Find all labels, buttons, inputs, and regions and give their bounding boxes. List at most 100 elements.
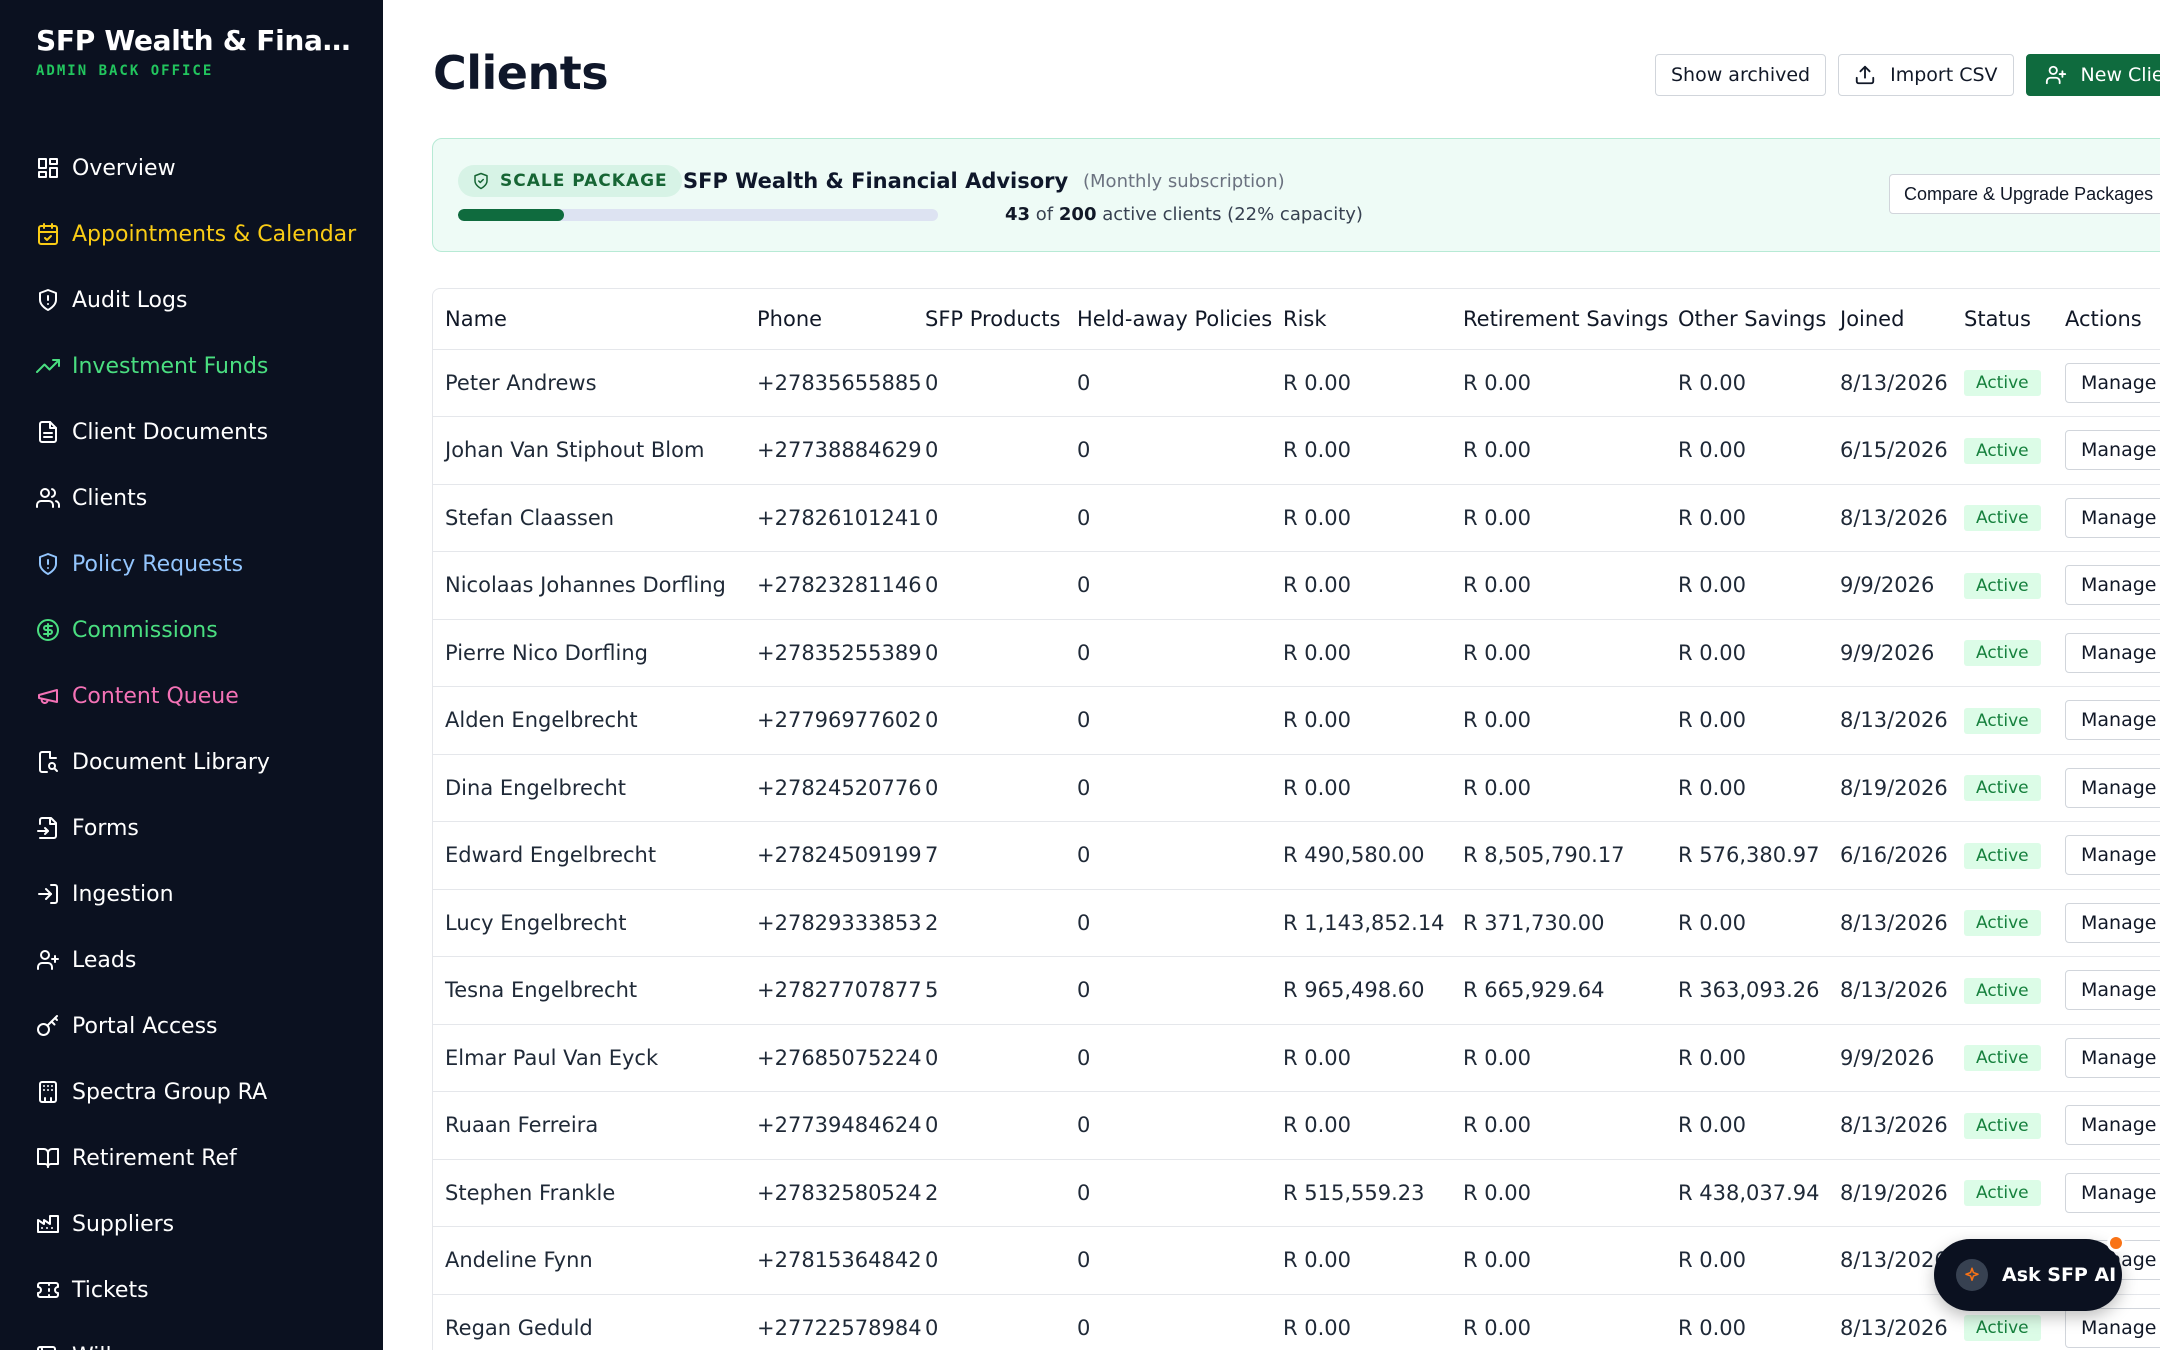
cell-name: Pierre Nico Dorfling <box>433 619 745 687</box>
sidebar-item-retirement-ref[interactable]: Retirement Ref <box>0 1125 383 1191</box>
sidebar-item-client-documents[interactable]: Client Documents <box>0 399 383 465</box>
ask-ai-label: Ask SFP AI <box>2002 1264 2117 1286</box>
shield-check-icon <box>474 172 488 190</box>
cell-retirement: R 0.00 <box>1451 1024 1666 1092</box>
sidebar-item-overview[interactable]: Overview <box>0 135 383 201</box>
capacity-suffix: active clients (22% capacity) <box>1102 204 1363 225</box>
cell-joined: 8/13/2026 <box>1828 484 1952 552</box>
package-badge-label: SCALE PACKAGE <box>500 171 668 191</box>
sidebar-item-commissions[interactable]: Commissions <box>0 597 383 663</box>
sidebar-item-label: Spectra Group RA <box>72 1079 268 1105</box>
manage-button[interactable]: Manage <box>2065 362 2160 403</box>
brand: SFP Wealth & Financi... ADMIN BACK OFFIC… <box>0 0 383 79</box>
log-in-icon <box>36 882 60 906</box>
manage-button[interactable]: Manage <box>2065 430 2160 471</box>
manage-button[interactable]: Manage <box>2065 767 2160 808</box>
cell-name: Elmar Paul Van Eyck <box>433 1024 745 1092</box>
cell-products: 7 <box>913 821 1065 890</box>
sidebar-item-audit-logs[interactable]: Audit Logs <box>0 267 383 333</box>
cell-actions: Manage <box>2053 619 2160 687</box>
import-csv-button[interactable]: Import CSV <box>1838 54 2014 96</box>
cell-phone: +27827707877 <box>745 956 922 1025</box>
manage-button[interactable]: Manage <box>2065 835 2160 876</box>
cell-heldaway: 0 <box>1065 956 1271 1025</box>
manage-button[interactable]: Manage <box>2065 632 2160 673</box>
status-badge: Active <box>1964 640 2041 667</box>
cell-status: Active <box>1952 619 2053 687</box>
cell-phone: +27826101241 <box>745 484 922 552</box>
sidebar-item-portal-access[interactable]: Portal Access <box>0 993 383 1059</box>
cell-retirement: R 0.00 <box>1451 619 1666 687</box>
status-badge: Active <box>1964 1112 2041 1139</box>
cell-name: Dina Engelbrecht <box>433 754 745 822</box>
cell-products: 0 <box>913 416 1065 485</box>
show-archived-button[interactable]: Show archived <box>1655 54 1827 96</box>
sidebar-item-clients[interactable]: Clients <box>0 465 383 531</box>
sidebar-item-tickets[interactable]: Tickets <box>0 1257 383 1323</box>
shield-alert-icon <box>36 288 60 312</box>
cell-phone: +27796977602 <box>745 686 922 755</box>
manage-button[interactable]: Manage <box>2065 700 2160 741</box>
sidebar-item-policy-requests[interactable]: Policy Requests <box>0 531 383 597</box>
page-title: Clients <box>433 46 609 100</box>
new-client-button[interactable]: New Client <box>2025 54 2160 96</box>
cell-retirement: R 0.00 <box>1451 349 1666 417</box>
sidebar-item-appointments-calendar[interactable]: Appointments & Calendar <box>0 201 383 267</box>
cell-joined: 8/13/2026 <box>1828 1091 1952 1160</box>
cell-retirement: R 0.00 <box>1451 754 1666 822</box>
sidebar-item-label: Leads <box>72 947 137 973</box>
column-header: Name <box>433 289 745 350</box>
cell-joined: 9/9/2026 <box>1828 619 1952 687</box>
sidebar-item-leads[interactable]: Leads <box>0 927 383 993</box>
cell-retirement: R 0.00 <box>1451 1159 1666 1227</box>
cell-heldaway: 0 <box>1065 619 1271 687</box>
sidebar-item-label: Commissions <box>72 617 218 643</box>
sidebar-item-suppliers[interactable]: Suppliers <box>0 1191 383 1257</box>
manage-button[interactable]: Manage <box>2065 970 2160 1011</box>
cell-heldaway: 0 <box>1065 821 1271 890</box>
cell-heldaway: 0 <box>1065 1226 1271 1295</box>
sidebar-item-forms[interactable]: Forms <box>0 795 383 861</box>
sidebar-item-label: Clients <box>72 485 148 511</box>
sidebar-item-label: Retirement Ref <box>72 1145 237 1171</box>
capacity-progress-bar <box>458 209 938 221</box>
sidebar-item-wills[interactable]: Wills <box>0 1323 383 1350</box>
cell-other: R 0.00 <box>1666 1294 1828 1350</box>
sidebar-item-content-queue[interactable]: Content Queue <box>0 663 383 729</box>
shield-icon <box>36 552 60 576</box>
cell-heldaway: 0 <box>1065 349 1271 417</box>
manage-button[interactable]: Manage <box>2065 1037 2160 1078</box>
manage-button[interactable]: Manage <box>2065 497 2160 538</box>
compare-upgrade-button[interactable]: Compare & Upgrade Packages <box>1889 174 2160 214</box>
cell-joined: 8/13/2026 <box>1828 956 1952 1025</box>
cell-risk: R 0.00 <box>1271 754 1451 822</box>
manage-button[interactable]: Manage <box>2065 565 2160 606</box>
sidebar-item-document-library[interactable]: Document Library <box>0 729 383 795</box>
manage-button[interactable]: Manage <box>2065 1172 2160 1213</box>
cell-other: R 438,037.94 <box>1666 1159 1828 1227</box>
package-banner: SCALE PACKAGE SFP Wealth & Financial Adv… <box>432 138 2160 252</box>
sidebar-item-label: Document Library <box>72 749 270 775</box>
ask-ai-button[interactable]: Ask SFP AI <box>1934 1239 2122 1311</box>
sidebar-item-label: Ingestion <box>72 881 174 907</box>
cell-status: Active <box>1952 484 2053 552</box>
cell-retirement: R 371,730.00 <box>1451 889 1666 957</box>
table-row: Dina Engelbrecht +27824520776 0 0 R 0.00 R 0.… <box>433 754 2160 822</box>
sidebar-item-spectra-group-ra[interactable]: Spectra Group RA <box>0 1059 383 1125</box>
sidebar-item-label: Tickets <box>72 1277 149 1303</box>
sidebar-item-label: Wills <box>72 1344 123 1350</box>
package-badge: SCALE PACKAGE <box>458 165 682 197</box>
cell-name: Lucy Engelbrecht <box>433 889 745 957</box>
table-row: Johan Van Stiphout Blom +27738884629 0 0 R 0… <box>433 416 2160 485</box>
cell-name: Stefan Claassen <box>433 484 745 552</box>
manage-button[interactable]: Manage <box>2065 1307 2160 1348</box>
cell-name: Andeline Fynn <box>433 1226 745 1295</box>
sidebar-item-investment-funds[interactable]: Investment Funds <box>0 333 383 399</box>
cell-name: Peter Andrews <box>433 349 745 417</box>
sidebar: SFP Wealth & Financi... ADMIN BACK OFFIC… <box>0 0 383 1350</box>
table-row: Peter Andrews +27835655885 0 0 R 0.00 R 0.00 R… <box>433 349 2160 417</box>
manage-button[interactable]: Manage <box>2065 902 2160 943</box>
column-header: Other Savings <box>1666 289 1828 350</box>
manage-button[interactable]: Manage <box>2065 1105 2160 1146</box>
sidebar-item-ingestion[interactable]: Ingestion <box>0 861 383 927</box>
